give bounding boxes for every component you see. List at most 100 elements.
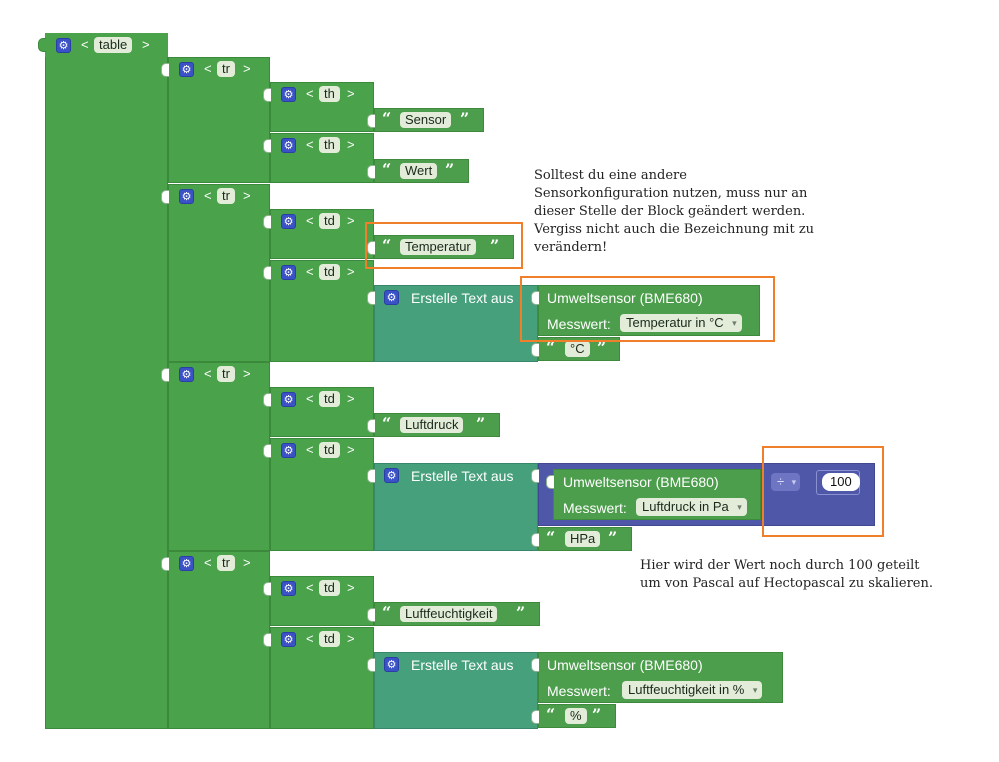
gear-icon[interactable]: ⚙ [281,138,296,153]
text-value-luftfeuchtigkeit[interactable]: Luftfeuchtigkeit [400,606,498,622]
sensor-connector [531,291,539,305]
tag-name-td[interactable]: td [319,264,340,280]
messwert-dropdown[interactable]: Luftfeuchtigkeit in % ▾ [622,681,763,699]
text-value-unit-c[interactable]: °C [565,341,590,357]
tag-gt: > [347,213,355,228]
gear-icon[interactable]: ⚙ [56,38,71,53]
tag-lt: < [306,580,314,595]
tag-name-table[interactable]: table [94,37,133,53]
tag-name-tr[interactable]: tr [217,61,235,77]
chevron-down-icon: ▾ [737,502,742,512]
tag-name-td[interactable]: td [319,213,340,229]
text-value-sensor[interactable]: Sensor [400,112,452,128]
tag-gt: > [243,61,251,76]
messwert-dropdown[interactable]: Temperatur in °C ▾ [620,314,742,332]
tr-block[interactable] [168,184,270,362]
text-connector [367,469,375,483]
gear-icon[interactable]: ⚙ [281,392,296,407]
math-connector [531,469,539,483]
math-operator-dropdown[interactable]: ÷ ▾ [771,473,801,491]
gear-icon[interactable]: ⚙ [384,657,399,672]
text-connector [531,343,539,357]
quote-close: ” [608,528,618,547]
tag-name-tr[interactable]: tr [217,366,235,382]
gear-icon[interactable]: ⚙ [281,443,296,458]
tag-lt: < [204,188,212,203]
tr-block[interactable] [168,362,270,551]
sensor-connector [546,475,554,489]
text-connector [531,533,539,547]
create-text-block[interactable] [374,463,538,551]
gear-icon[interactable]: ⚙ [281,581,296,596]
tag-lt: < [306,86,314,101]
annotation-note-sensor: Solltest du eine andere Sensorkonfigurat… [534,168,815,255]
gear-icon[interactable]: ⚙ [384,468,399,483]
gear-icon[interactable]: ⚙ [281,632,296,647]
quote-open: “ [546,528,556,547]
gear-icon[interactable]: ⚙ [384,290,399,305]
tag-name-tr[interactable]: tr [217,188,235,204]
quote-close: ” [460,109,470,128]
td-connector [263,393,271,407]
gear-icon[interactable]: ⚙ [179,556,194,571]
sensor-title: Umweltsensor (BME680) [547,290,703,306]
text-connector [367,165,375,179]
create-text-label: Erstelle Text aus [411,468,514,484]
text-connector [367,291,375,305]
chevron-down-icon: ▾ [752,685,758,695]
quote-open: “ [382,236,392,255]
tag-name-tr[interactable]: tr [217,555,235,571]
gear-icon[interactable]: ⚙ [179,189,194,204]
quote-open: “ [546,705,556,724]
tr-block[interactable] [168,551,270,729]
tr-connector [161,190,169,204]
text-value-unit-pct[interactable]: % [565,708,587,724]
messwert-dropdown[interactable]: Luftdruck in Pa ▾ [636,498,747,516]
text-value-unit-hpa[interactable]: HPa [565,531,601,547]
tag-lt: < [306,213,314,228]
create-text-label: Erstelle Text aus [411,290,514,306]
tag-name-th[interactable]: th [319,86,340,102]
create-text-block[interactable] [374,285,538,362]
text-connector [367,241,375,255]
tag-gt: > [347,391,355,406]
tag-name-td[interactable]: td [319,580,340,596]
gear-icon[interactable]: ⚙ [281,265,296,280]
tag-name-td[interactable]: td [319,631,340,647]
quote-open: “ [382,109,392,128]
tr-connector [161,368,169,382]
messwert-label: Messwert: [547,683,611,699]
text-value-luftdruck[interactable]: Luftdruck [400,417,464,433]
tag-name-td[interactable]: td [319,391,340,407]
number-value-100[interactable]: 100 [822,473,860,491]
create-text-block[interactable] [374,652,538,729]
tag-name-td[interactable]: td [319,442,340,458]
th-connector [263,88,271,102]
chevron-down-icon: ▾ [791,477,797,487]
text-block-luftdruck[interactable] [374,413,500,437]
highlight-temperatur-label [365,222,523,269]
tag-name-th[interactable]: th [319,137,340,153]
tag-gt: > [347,631,355,646]
gear-icon[interactable]: ⚙ [281,214,296,229]
math-operator-value: ÷ [777,474,785,489]
td-connector [263,266,271,280]
text-connector [367,658,375,672]
text-connector [367,419,375,433]
tag-gt: > [243,555,251,570]
td-connector [263,215,271,229]
gear-icon[interactable]: ⚙ [179,367,194,382]
text-connector [367,114,375,128]
tr-block[interactable] [168,57,270,183]
gear-icon[interactable]: ⚙ [179,62,194,77]
quote-open: “ [382,414,392,433]
sensor-title: Umweltsensor (BME680) [563,474,719,490]
gear-icon[interactable]: ⚙ [281,87,296,102]
messwert-label: Messwert: [563,500,627,516]
tr-connector [161,557,169,571]
text-value-wert[interactable]: Wert [400,163,438,179]
table-block[interactable] [45,33,168,729]
sensor-title: Umweltsensor (BME680) [547,657,703,673]
text-value-temperatur[interactable]: Temperatur [400,239,476,255]
tag-gt: > [243,366,251,381]
